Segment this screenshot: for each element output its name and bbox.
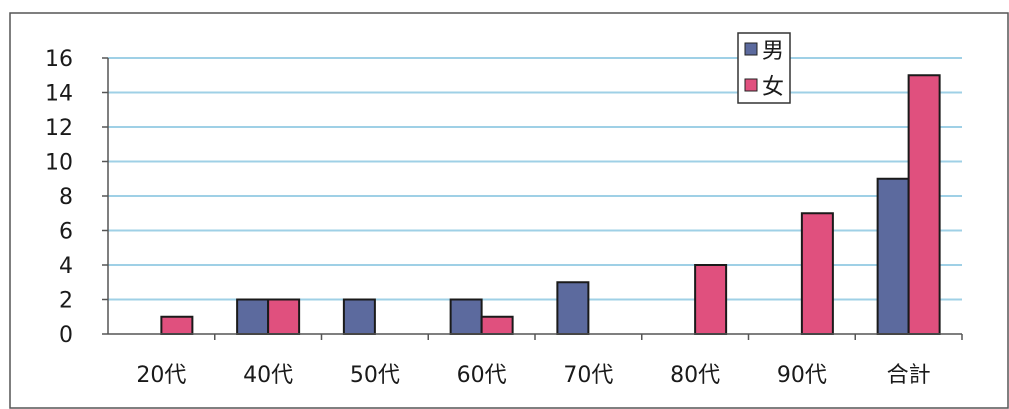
y-tick-label: 8: [59, 185, 73, 210]
x-axis-categories: 20代 40代 50代 60代 70代 80代 90代 合計: [136, 334, 963, 388]
bar-male: [556, 281, 590, 335]
x-category-label: 70代: [563, 363, 613, 388]
x-category-label: 60代: [457, 363, 507, 388]
x-category-label: 40代: [243, 363, 293, 388]
bar-female: [694, 264, 728, 335]
bar-male: [236, 298, 270, 335]
y-tick-label: 14: [45, 82, 73, 107]
y-tick-label: 0: [59, 323, 73, 348]
chart-frame: [9, 12, 1009, 409]
x-category-label: 合計: [887, 363, 931, 388]
x-category-label: 80代: [670, 363, 720, 388]
legend: 男 女: [737, 32, 791, 104]
legend-label-male: 男: [762, 39, 784, 64]
bar-female: [160, 315, 194, 335]
bar-female: [267, 298, 301, 335]
bar-female: [480, 315, 514, 335]
bar-male: [449, 298, 483, 335]
bar-male: [342, 298, 376, 335]
legend-swatch-female: [744, 78, 758, 92]
bar-female: [907, 74, 941, 335]
x-category-label: 90代: [777, 363, 827, 388]
y-tick-label: 12: [45, 116, 73, 141]
x-category-label: 50代: [350, 363, 400, 388]
bar-male: [876, 177, 910, 335]
y-tick-label: 2: [59, 289, 73, 314]
y-tick-label: 10: [45, 151, 73, 176]
y-tick-label: 6: [59, 220, 73, 245]
bar-female: [800, 212, 834, 335]
y-tick-label: 4: [59, 254, 73, 279]
y-tick-label: 16: [45, 47, 73, 72]
y-axis-ticks: 0 2 4 6 8 10 12 14 16: [45, 47, 73, 348]
x-category-label: 20代: [136, 363, 186, 388]
legend-swatch-male: [744, 42, 758, 56]
legend-label-female: 女: [762, 75, 784, 100]
